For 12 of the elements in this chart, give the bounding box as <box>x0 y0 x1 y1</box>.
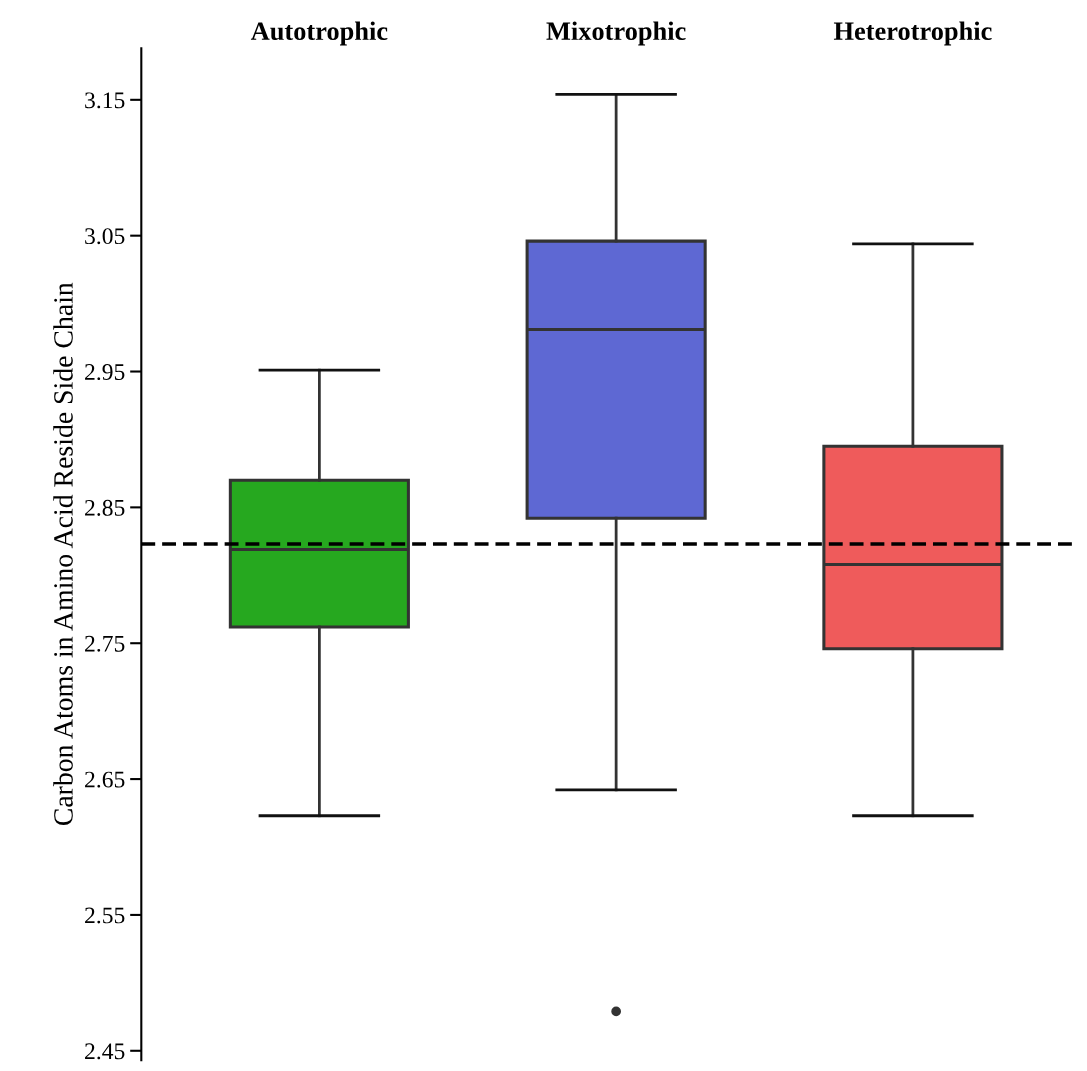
y-tick-label: 3.05 <box>85 228 125 245</box>
y-tick-label: 2.55 <box>85 907 125 924</box>
x-tick-label: Mixotrophic <box>546 21 686 46</box>
y-tick-label: 2.45 <box>85 1043 125 1060</box>
y-tick-label: 2.95 <box>85 364 125 381</box>
y-tick-label: 2.85 <box>85 499 125 516</box>
y-tick-label: 2.75 <box>85 635 125 652</box>
y-tick-label: 3.15 <box>85 92 125 109</box>
x-tick-label: Autotrophic <box>250 21 388 46</box>
y-tick-label: 2.65 <box>85 771 125 788</box>
x-tick-label: Heterotrophic <box>833 21 992 46</box>
y-axis-title: Carbon Atoms in Amino Acid Reside Side Chain <box>53 282 73 826</box>
